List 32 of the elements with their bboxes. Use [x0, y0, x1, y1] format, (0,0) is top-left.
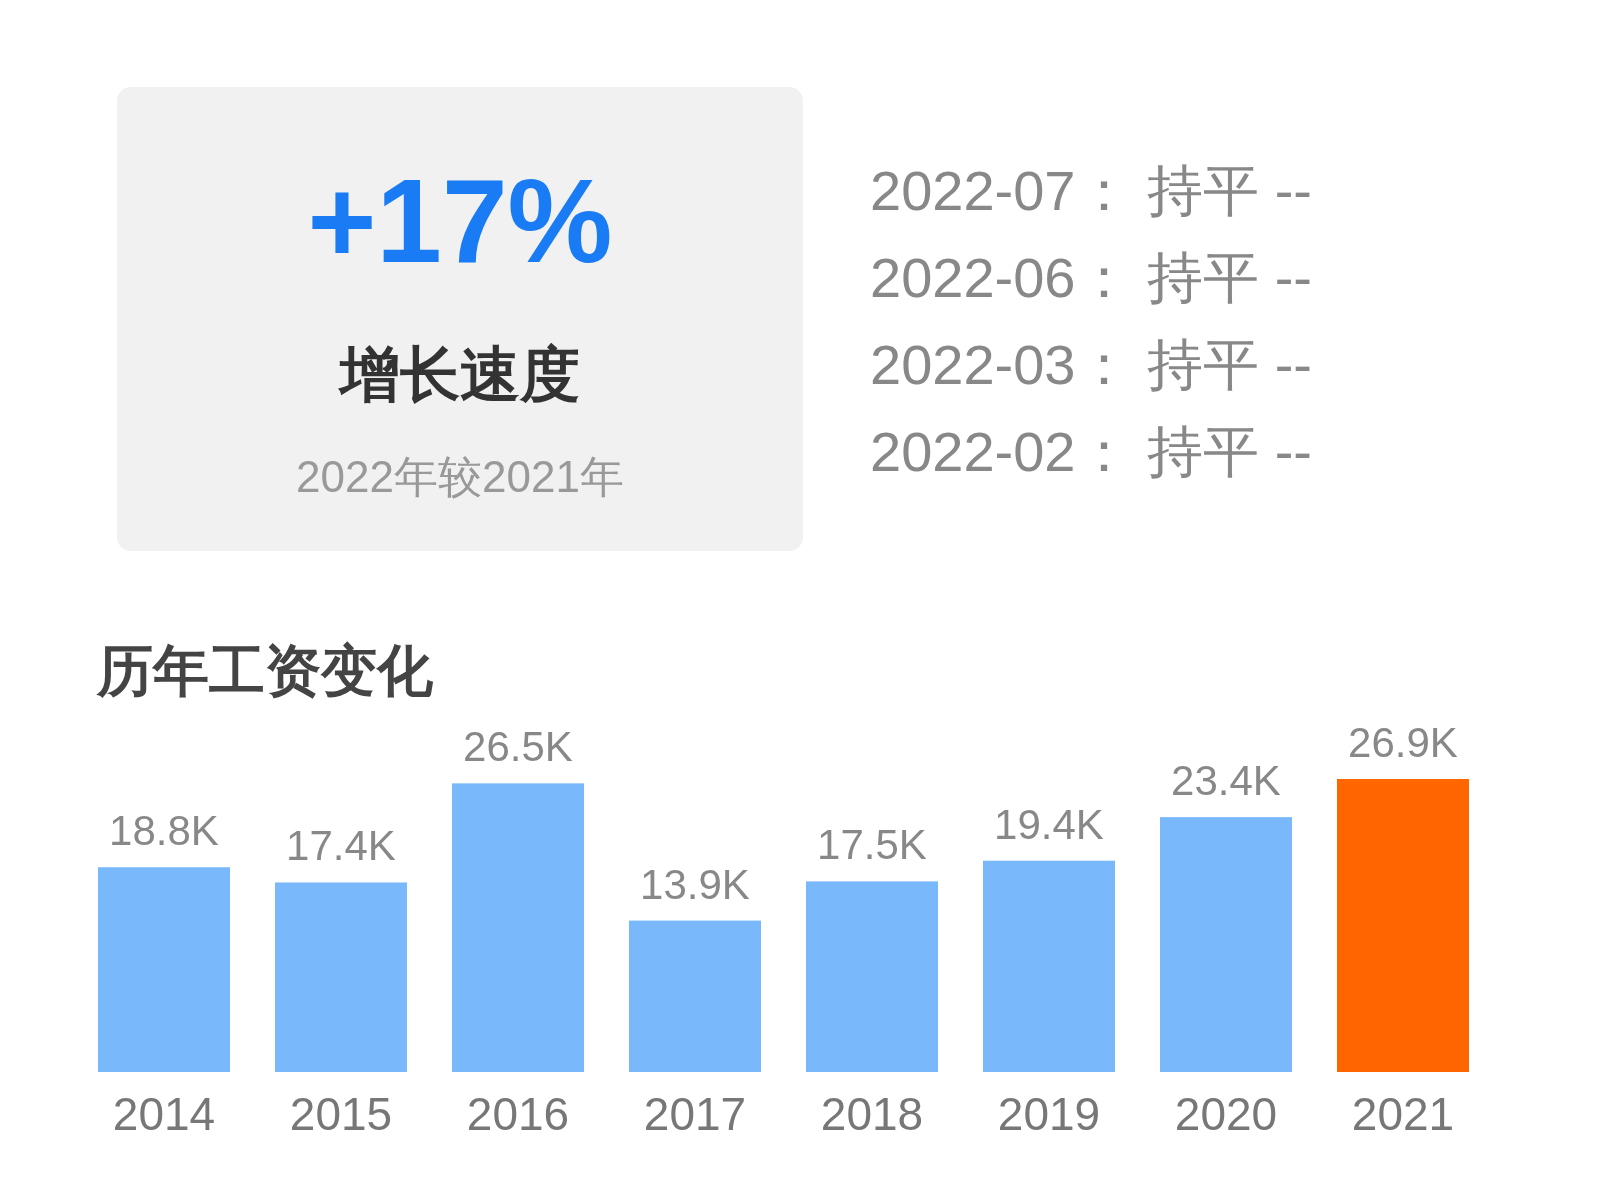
text: +17% — [307, 155, 613, 287]
x-tick-label: 2017 — [643, 1088, 747, 1140]
data-label: 13.9K — [640, 860, 750, 908]
x-tick-label: 2014 — [112, 1088, 216, 1140]
bar — [1160, 817, 1292, 1072]
text: 2022-06： 持平 -- — [870, 246, 1312, 309]
text: 2022-02： 持平 -- — [870, 420, 1312, 483]
bar — [629, 920, 761, 1072]
bar — [452, 783, 584, 1072]
bar — [806, 881, 938, 1072]
bar — [1337, 779, 1469, 1072]
x-tick-label: 2021 — [1351, 1088, 1455, 1140]
x-tick-label: 2015 — [289, 1088, 393, 1140]
data-label: 18.8K — [109, 807, 219, 855]
data-label: 17.4K — [286, 822, 396, 870]
x-tick-label: 2016 — [466, 1088, 570, 1140]
chart-title: 历年工资变化 — [96, 639, 434, 702]
bar — [983, 860, 1115, 1072]
data-label: 17.5K — [817, 821, 927, 869]
data-label: 23.4K — [1171, 757, 1281, 805]
text: 增长速度 — [337, 341, 580, 408]
text: 2022年较2021年 — [296, 452, 624, 501]
x-tick-label: 2018 — [820, 1088, 924, 1140]
data-label: 26.5K — [463, 723, 573, 771]
x-tick-label: 2020 — [1174, 1088, 1278, 1140]
x-tick-label: 2019 — [997, 1088, 1101, 1140]
data-label: 26.9K — [1348, 719, 1458, 766]
bar — [98, 867, 230, 1072]
bar — [275, 882, 407, 1072]
data-label: 19.4K — [994, 800, 1104, 848]
text: 2022-07： 持平 -- — [870, 159, 1312, 222]
text: 2022-03： 持平 -- — [870, 333, 1312, 396]
